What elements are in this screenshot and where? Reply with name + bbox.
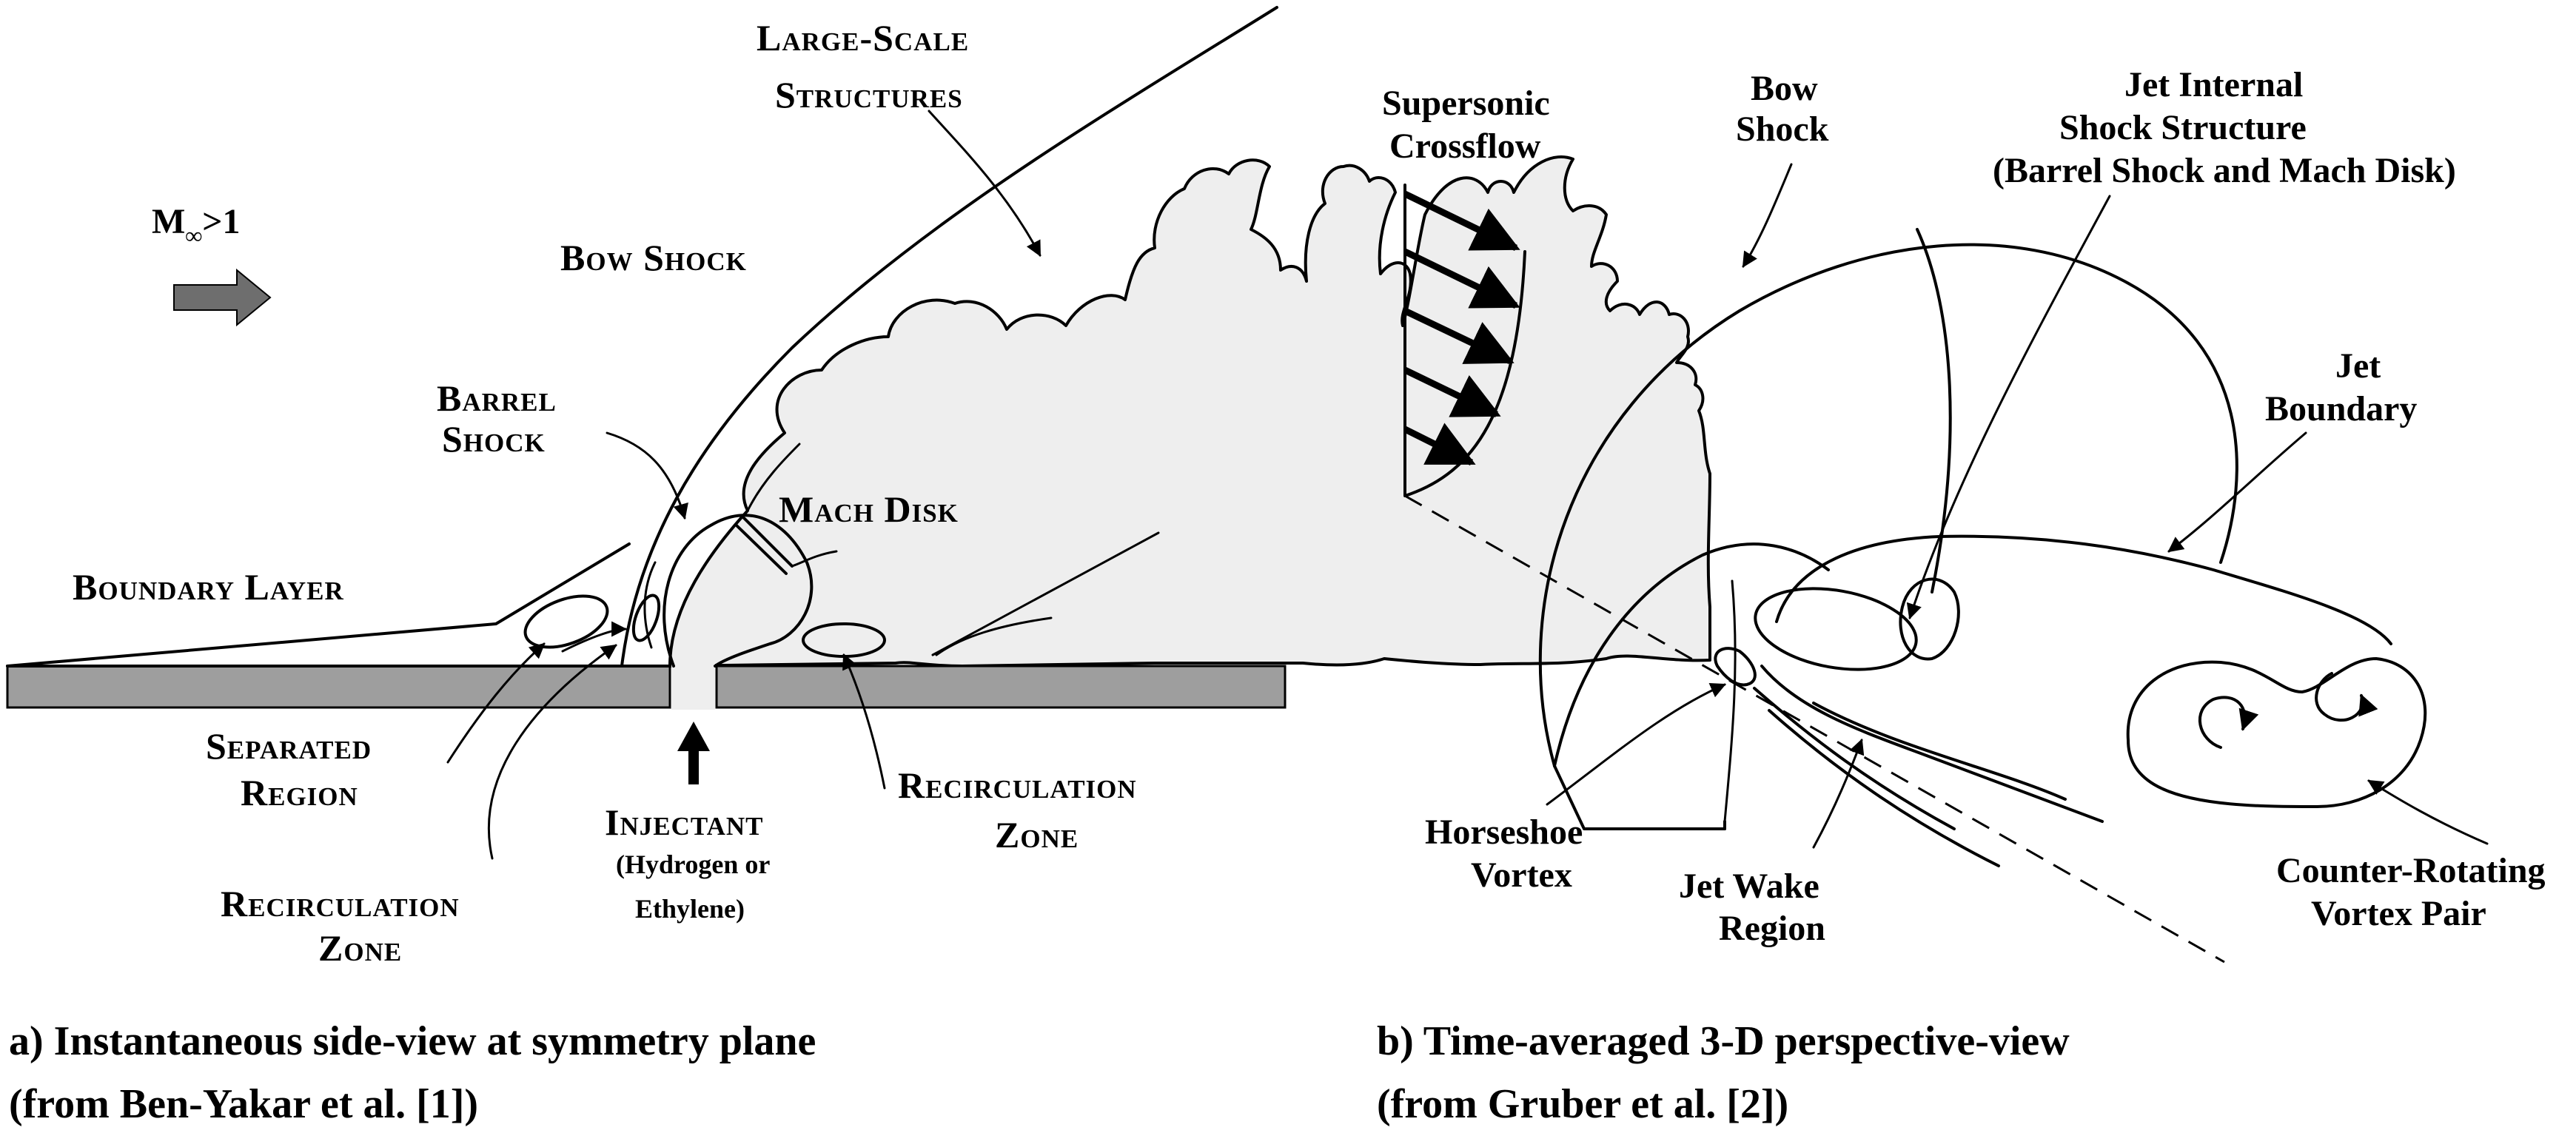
bow-shock-inner-line — [1723, 579, 1737, 823]
leader-horseshoe — [1546, 682, 1726, 806]
injector-port — [671, 664, 715, 710]
separated-region-vortex — [523, 594, 609, 649]
crvp-label-2: Vortex Pair — [2311, 894, 2486, 933]
recirc-left-label-1: Recirculation — [221, 883, 460, 924]
injectant-sub-1: (Hydrogen or — [616, 850, 770, 879]
wall-right — [715, 665, 1287, 709]
jet-boundary-label-2: Boundary — [2265, 389, 2417, 428]
jet-plume-region — [668, 155, 1711, 668]
mach-disk-tail — [791, 550, 838, 568]
jet-wake-lines-3 — [1812, 702, 2067, 801]
crossflow-arrow-5 — [1403, 423, 1476, 466]
mach-disk-label: Mach Disk — [779, 488, 959, 530]
wall-left-slab — [6, 665, 671, 709]
leader-barrel-shock — [606, 431, 688, 520]
crossflow-arrow-4 — [1403, 366, 1501, 418]
barrel-label-2: Shock — [442, 418, 546, 460]
panel-b-labels: Supersonic Crossflow Bow Shock Jet Inter… — [1382, 65, 2546, 948]
crossflow-arrow-2 — [1403, 248, 1520, 309]
crossflow-profile — [1403, 184, 1526, 497]
crossflow-label-2: Crossflow — [1389, 127, 1541, 166]
horseshoe-vortex — [1714, 647, 1757, 687]
barrel-recirculation-vortex — [631, 594, 661, 642]
bow-label-2: Shock — [1736, 110, 1829, 149]
large-scale-label-1: Large-Scale — [757, 17, 969, 58]
jet-wake-lines-1 — [1753, 687, 1956, 830]
bow-shock-dome — [1538, 243, 2238, 767]
recirc-right-label-1: Recirculation — [898, 764, 1137, 806]
wake-label-2: Region — [1719, 909, 1825, 948]
recirc-right-label-2: Zone — [995, 814, 1079, 855]
caption-b-line-2: (from Gruber et al. [2]) — [1377, 1081, 1788, 1127]
leader-bow-shock — [1742, 163, 1793, 268]
jet-internal-label-1: Jet Internal — [2124, 65, 2303, 104]
mach-disk-line-2 — [735, 524, 788, 575]
leader-jet-internal — [1906, 195, 2111, 619]
boundary-layer-edge — [6, 542, 631, 668]
jet-boundary-upper — [1775, 534, 2392, 645]
jet-wake-lines-2 — [1768, 709, 2000, 867]
separated-label-1: Separated — [206, 725, 372, 767]
leader-recirc-right — [842, 653, 886, 790]
crossflow-label-1: Supersonic — [1382, 84, 1550, 123]
leader-crvp — [2367, 779, 2489, 845]
bow-shock-label: Bow Shock — [560, 237, 747, 278]
boundary-layer-label: Boundary Layer — [73, 566, 344, 608]
injectant-label: Injectant — [605, 801, 764, 843]
bow-label-1: Bow — [1751, 69, 1818, 108]
large-scale-label-2: Structures — [775, 74, 963, 115]
crvp-right-vortex — [2315, 672, 2378, 722]
caption-b-line-1: b) Time-averaged 3-D perspective-view — [1377, 1018, 2070, 1064]
symmetry-centerline — [1404, 494, 2225, 964]
crvp-label-1: Counter-Rotating — [2276, 851, 2546, 890]
leader-large-scale — [928, 110, 1042, 257]
bow-shock-foot — [1553, 764, 1726, 830]
leader-recirc-left-2 — [561, 621, 628, 653]
panel-b-perspective-view — [1403, 163, 2489, 964]
freestream-arrow — [173, 268, 272, 327]
crossflow-arrow-1 — [1403, 190, 1520, 252]
separated-label-2: Region — [241, 772, 358, 813]
recirc-left-label-2: Zone — [318, 927, 402, 969]
jet-internal-label-3: (Barrel Shock and Mach Disk) — [1993, 151, 2456, 190]
caption-a-line-2: (from Ben-Yakar et al. [1]) — [9, 1081, 478, 1127]
shear-layer-line — [746, 443, 801, 512]
bow-shock-line — [620, 6, 1278, 668]
panel-a-labels: M∞>1 Large-Scale Structures Bow Shock Ba… — [73, 17, 1137, 969]
horseshoe-label-2: Vortex — [1471, 855, 1572, 895]
barrel-shock-bulb — [663, 514, 814, 668]
leader-separated-region — [446, 642, 546, 764]
jet-boundary-lower — [1760, 665, 2104, 823]
horseshoe-label-1: Horseshoe — [1425, 813, 1583, 852]
mach-disk-line-1 — [742, 517, 794, 568]
reattachment-shock — [931, 531, 1160, 656]
crvp-left-vortex — [2198, 696, 2259, 749]
leader-jet-wake — [1812, 739, 1865, 849]
jet-outlet-ring — [1899, 577, 1960, 661]
barrel-label-1: Barrel — [437, 377, 557, 419]
crossflow-arrow-3 — [1403, 307, 1515, 365]
jet-internal-label-2: Shock Structure — [2059, 108, 2307, 147]
injectant-arrow — [677, 722, 710, 784]
bow-shock-front-curve — [1553, 542, 1830, 767]
wake-label-1: Jet Wake — [1679, 867, 1819, 906]
reattachment-curve — [935, 616, 1053, 656]
injectant-sub-2: Ethylene) — [635, 894, 745, 924]
caption-a-line-1: a) Instantaneous side-view at symmetry p… — [9, 1018, 816, 1064]
jet-boundary-label-1: Jet — [2335, 346, 2381, 386]
crvp-outline — [2126, 657, 2427, 808]
leader-jet-boundary — [2167, 431, 2307, 553]
leader-recirc-left — [488, 644, 617, 860]
mach-label: M∞>1 — [152, 202, 240, 249]
panel-a-side-view — [6, 6, 1711, 860]
jet-barrel-ring — [1754, 587, 1918, 671]
captions: a) Instantaneous side-view at symmetry p… — [9, 1018, 2070, 1127]
